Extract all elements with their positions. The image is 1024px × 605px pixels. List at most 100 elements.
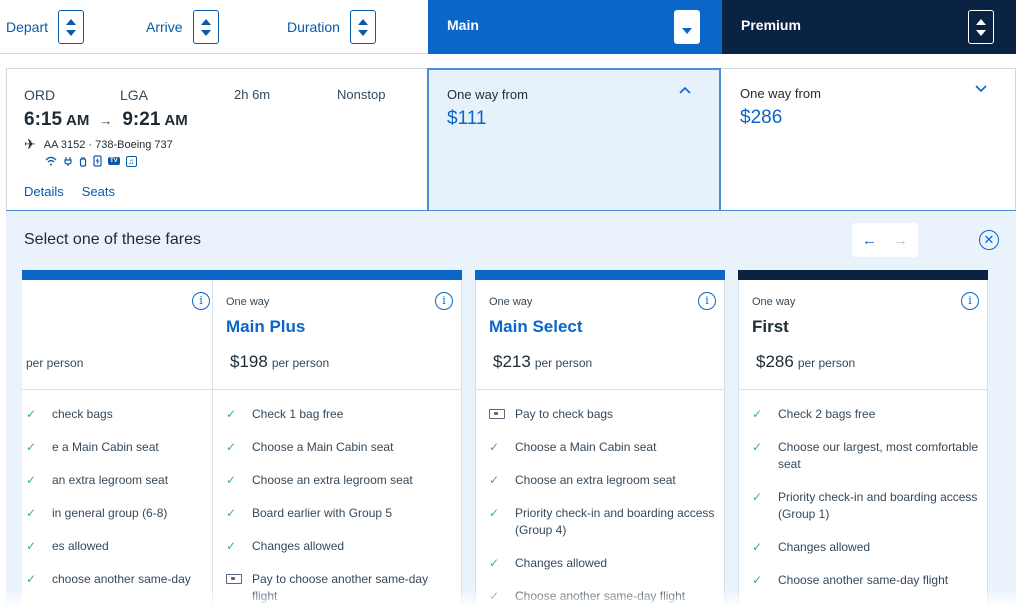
chevron-up-icon[interactable] xyxy=(679,86,691,94)
feature-text: Priority check-in and boarding access (G… xyxy=(515,506,715,537)
feature-list: ✓ check bags ✓ e a Main Cabin seat ✓ an extra… xyxy=(26,406,254,604)
feature-text: check bags xyxy=(52,407,113,421)
check-icon: ✓ xyxy=(226,539,237,553)
check-icon: ✓ xyxy=(26,572,37,586)
sort-arrive[interactable]: Arrive xyxy=(146,10,219,44)
feature-list: ✓ Check 2 bags free ✓ Choose our largest, m… xyxy=(752,406,980,605)
close-icon[interactable]: ✕ xyxy=(979,230,999,250)
caret-up-icon xyxy=(66,18,77,25)
feature-text: Choose another same-day flight xyxy=(778,573,949,587)
sort-depart[interactable]: Depart xyxy=(6,10,85,44)
feature-text: Check 1 bag free xyxy=(252,407,344,421)
fare-card-main-select[interactable]: i One way Main Select $213 per person Pay… xyxy=(475,270,725,605)
fare-card-first[interactable]: i One way First $286 per person ✓ Check 2 … xyxy=(738,270,988,605)
usb-icon xyxy=(79,156,87,167)
arrive-ampm: AM xyxy=(164,112,188,129)
details-link[interactable]: Details xyxy=(24,184,64,199)
feature-item: ✓ Choose another same-day flight xyxy=(752,572,980,589)
sort-duration-button[interactable] xyxy=(349,10,376,44)
cabin-header-premium[interactable]: Premium xyxy=(722,0,1016,54)
feature-item: ✓ Changes allowed xyxy=(752,539,980,556)
feature-text: Choose an extra legroom seat xyxy=(252,473,413,487)
depart-ampm: AM xyxy=(66,112,90,129)
cabin-premium-label: Premium xyxy=(741,17,801,33)
check-icon: ✓ xyxy=(489,556,500,570)
feature-item: ✓ Board earlier with Group 5 xyxy=(226,505,454,522)
card-divider xyxy=(22,389,218,390)
caret-up-icon xyxy=(357,18,368,25)
flight-duration: 2h 6m xyxy=(234,87,271,102)
feature-text: an extra legroom seat xyxy=(52,473,169,487)
sort-arrive-label: Arrive xyxy=(146,19,183,35)
sort-depart-label: Depart xyxy=(6,19,49,35)
fare-card-name: Main Select xyxy=(489,317,583,336)
info-icon[interactable]: i xyxy=(698,292,716,310)
arrow-right-icon[interactable]: → xyxy=(893,231,908,249)
bottom-fade xyxy=(0,589,1024,605)
card-color-bar xyxy=(212,270,462,280)
feature-item: ✓ Priority check-in and boarding access (… xyxy=(489,505,717,539)
sort-arrive-button[interactable] xyxy=(192,10,219,44)
fare-card-partial[interactable]: i per person ✓ check bags ✓ e a Main Cabin … xyxy=(22,270,219,605)
fare-cell-premium[interactable]: One way from $286 xyxy=(722,68,1016,211)
fare-cell-main[interactable]: One way from $111 xyxy=(427,68,721,211)
feature-item: ✓ Check 2 bags free xyxy=(752,406,980,423)
fare-card-main-plus[interactable]: i One way Main Plus $198 per person ✓ Chec… xyxy=(212,270,462,605)
feature-item: ✓ check bags xyxy=(26,406,254,423)
feature-text: Choose a Main Cabin seat xyxy=(252,440,394,454)
sort-bar: Depart Arrive Duration xyxy=(0,0,428,54)
destination-code: LGA xyxy=(120,87,149,103)
feature-item: ✓ Changes allowed xyxy=(226,538,454,555)
sort-premium-button[interactable] xyxy=(968,10,994,44)
fare-card-name: Main Plus xyxy=(226,317,306,336)
info-icon[interactable]: i xyxy=(192,292,210,310)
per-person-label: per person xyxy=(797,356,856,370)
check-icon: ✓ xyxy=(26,506,37,520)
carousel-nav: ← → xyxy=(852,223,918,257)
cabin-main-label: Main xyxy=(447,17,479,33)
info-icon[interactable]: i xyxy=(961,292,979,310)
check-icon: ✓ xyxy=(752,407,763,421)
per-person-label: per person xyxy=(271,356,330,370)
feature-text: Choose our largest, most comfortable sea… xyxy=(778,440,979,471)
feature-item: ✓ Choose a Main Cabin seat xyxy=(489,439,717,456)
check-icon: ✓ xyxy=(752,540,763,554)
info-icon[interactable]: i xyxy=(435,292,453,310)
check-icon: ✓ xyxy=(26,440,37,454)
feature-text: Board earlier with Group 5 xyxy=(252,506,393,520)
check-icon: ✓ xyxy=(226,407,237,421)
flight-links: Details Seats xyxy=(24,184,115,199)
cabin-header-main[interactable]: Main xyxy=(428,0,722,54)
check-icon: ✓ xyxy=(489,506,500,520)
flight-stops: Nonstop xyxy=(337,87,386,102)
card-color-bar xyxy=(475,270,725,280)
sort-duration[interactable]: Duration xyxy=(287,10,376,44)
check-icon: ✓ xyxy=(752,440,763,454)
chevron-down-icon[interactable] xyxy=(975,85,987,93)
fare-premium-from: One way from xyxy=(740,86,821,101)
fare-cards: i per person ✓ check bags ✓ e a Main Cabin … xyxy=(22,270,1006,605)
check-icon: ✓ xyxy=(26,539,37,553)
feature-text: in general group (6-8) xyxy=(52,506,168,520)
card-divider xyxy=(739,389,987,390)
fare-card-price: $213 per person xyxy=(493,352,592,372)
feature-text: Choose an extra legroom seat xyxy=(515,473,676,487)
sort-main-button[interactable] xyxy=(674,10,700,44)
fare-card-amount: $286 xyxy=(756,352,794,371)
fare-card-price: $286 per person xyxy=(756,352,855,372)
panel-title: Select one of these fares xyxy=(24,231,201,248)
feature-text: choose another same-day xyxy=(52,572,191,586)
tv-icon: TV xyxy=(108,157,120,165)
arrow-left-icon[interactable]: ← xyxy=(862,231,877,249)
check-icon: ✓ xyxy=(752,490,763,504)
feature-item: ✓ Changes allowed xyxy=(489,555,717,572)
seats-link[interactable]: Seats xyxy=(81,184,115,199)
feature-text: Check 2 bags free xyxy=(778,407,876,421)
caret-down-icon xyxy=(976,29,986,36)
feature-text: Priority check-in and boarding access (G… xyxy=(778,490,978,521)
sort-depart-button[interactable] xyxy=(58,10,85,44)
fare-card-one-way: One way xyxy=(752,296,796,308)
wifi-icon xyxy=(45,156,57,166)
feature-item: ✓ an extra legroom seat xyxy=(26,472,254,489)
aircraft-text: AA 3152 · 738-Boeing 737 xyxy=(43,138,173,151)
